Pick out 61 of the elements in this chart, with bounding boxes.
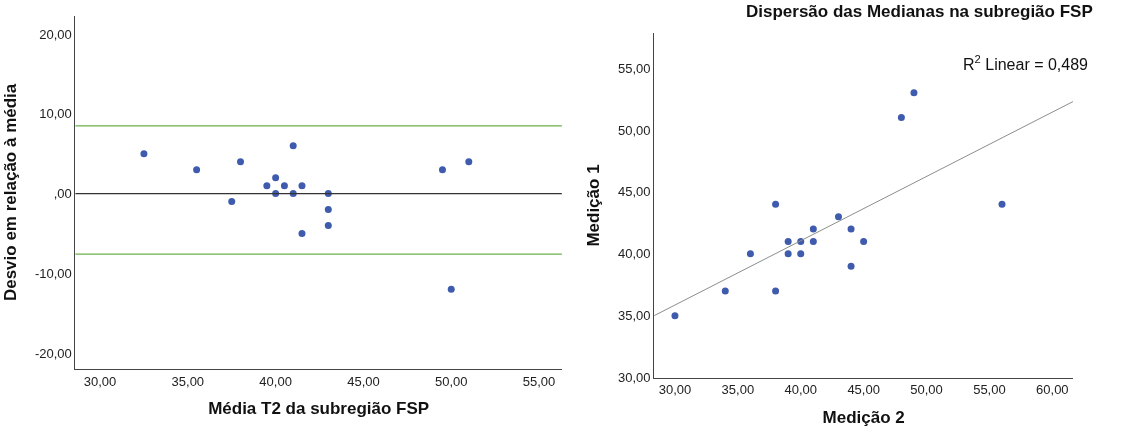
point [746, 250, 754, 258]
point [834, 213, 842, 221]
y-tick-label: 35,00 [618, 308, 651, 324]
x-tick-label: 35,00 [171, 373, 205, 389]
point [272, 174, 280, 182]
point [847, 262, 855, 270]
x-tick-label: 40,00 [259, 373, 292, 389]
x-axis-title: Medição 2 [822, 407, 905, 427]
x-tick-label: 50,00 [910, 382, 943, 398]
y-tick-label: 10,00 [39, 106, 72, 122]
point [228, 198, 236, 206]
point [772, 287, 780, 295]
point [784, 250, 792, 258]
point [797, 250, 805, 258]
annotation: R$^{2}$ Linear = 0,489 [963, 53, 1089, 73]
point [237, 158, 245, 166]
point [847, 225, 855, 233]
point [671, 312, 679, 320]
y-tick-label: 50,00 [618, 122, 651, 138]
point [809, 237, 817, 245]
point [897, 114, 905, 122]
y-axis-title: Medição 1 [583, 164, 603, 247]
point [447, 285, 455, 293]
point [809, 225, 817, 233]
x-axis-title: Média T2 da subregião FSP [208, 398, 430, 418]
point [784, 237, 792, 245]
x-tick-label: 50,00 [434, 373, 468, 389]
point [860, 237, 868, 245]
x-tick-label: 55,00 [973, 382, 1006, 398]
y-tick-label: 40,00 [618, 246, 651, 262]
y-tick-label: 55,00 [618, 60, 651, 76]
point [324, 221, 332, 229]
x-tick-label: 45,00 [847, 382, 880, 398]
y-tick-label: 45,00 [618, 184, 651, 200]
x-tick-label: 35,00 [721, 382, 755, 398]
point [298, 182, 306, 190]
point [324, 206, 332, 214]
x-tick-label: 30,00 [658, 382, 692, 398]
point [263, 182, 271, 190]
x-tick-label: 55,00 [522, 373, 556, 389]
point [998, 200, 1006, 208]
x-tick-label: 30,00 [83, 373, 117, 389]
x-tick-label: 40,00 [784, 382, 818, 398]
x-tick-label: 45,00 [347, 373, 380, 389]
point [289, 142, 297, 150]
point [140, 150, 148, 158]
point [910, 89, 918, 97]
point [193, 166, 201, 174]
point [465, 158, 473, 166]
y-axis-title: Desvio em relação à média [0, 83, 20, 302]
y-tick-label: -10,00 [34, 265, 72, 281]
point [280, 182, 288, 190]
chart-title: Dispersão das Medianas na subregião FSP [746, 2, 1093, 21]
y-tick-label: -20,00 [34, 345, 72, 361]
y-tick-label: 20,00 [39, 26, 72, 42]
point [721, 287, 729, 295]
y-tick-label: ,00 [53, 186, 72, 202]
point [438, 166, 446, 174]
x-tick-label: 60,00 [1036, 382, 1069, 398]
point [298, 229, 306, 237]
point [772, 200, 780, 208]
